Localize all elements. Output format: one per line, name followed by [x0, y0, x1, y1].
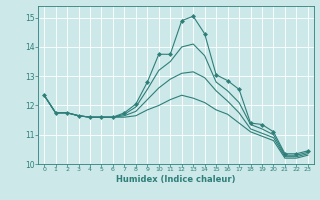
X-axis label: Humidex (Indice chaleur): Humidex (Indice chaleur): [116, 175, 236, 184]
